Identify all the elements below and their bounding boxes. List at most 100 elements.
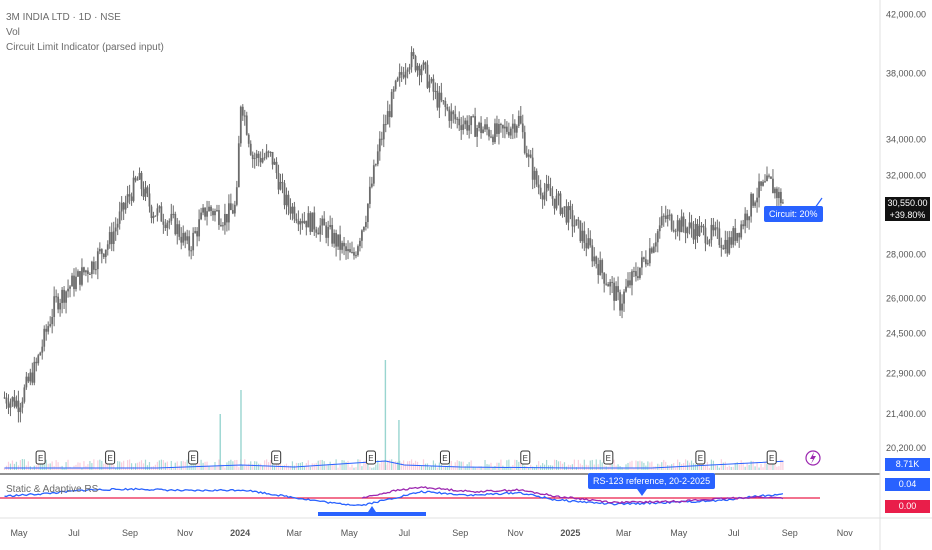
candle-body xyxy=(241,106,244,116)
candle-body xyxy=(724,239,727,250)
candle-body xyxy=(609,281,612,287)
candle-body xyxy=(420,68,423,76)
candle-body xyxy=(152,216,155,219)
candle-body xyxy=(61,289,63,304)
candle-body xyxy=(96,251,99,270)
candle-body xyxy=(287,194,290,207)
volume-bar xyxy=(95,467,97,470)
candle-body xyxy=(676,220,679,231)
price-tick-label: 26,000.00 xyxy=(886,293,926,303)
rs-adaptive-line xyxy=(4,487,784,507)
candle-body xyxy=(267,151,270,153)
candle-body xyxy=(444,101,447,107)
volume-bar xyxy=(730,466,732,470)
legend-indicator[interactable]: Circuit Limit Indicator (parsed input) xyxy=(6,42,164,53)
candle-body xyxy=(710,224,713,241)
volume-bar xyxy=(170,460,172,470)
volume-bar xyxy=(756,462,758,470)
volume-bar xyxy=(609,461,611,470)
change-badge: +39.80% xyxy=(885,209,930,221)
time-tick-label: Sep xyxy=(122,528,138,538)
volume-bar xyxy=(220,464,222,470)
candle-body xyxy=(758,181,760,198)
candle-body xyxy=(339,234,341,250)
volume-bar xyxy=(464,466,466,470)
volume-bar xyxy=(601,462,603,470)
volume-bar xyxy=(406,461,409,470)
candle-body xyxy=(148,193,151,207)
volume-bar xyxy=(186,459,188,470)
volume-bar xyxy=(706,461,709,470)
candle-body xyxy=(700,225,703,227)
candle-body xyxy=(75,276,77,290)
price-tick-label: 21,400.00 xyxy=(886,409,926,419)
volume-bar xyxy=(369,466,371,470)
volume-bar xyxy=(287,465,290,470)
volume-bar xyxy=(714,464,716,470)
volume-bar xyxy=(506,460,508,470)
volume-bar xyxy=(599,459,601,470)
candle-body xyxy=(57,296,60,310)
candle-body xyxy=(196,231,199,237)
candle-body xyxy=(587,238,590,249)
candle-body xyxy=(722,247,725,250)
candle-body xyxy=(112,231,115,244)
candle-body xyxy=(321,218,324,226)
volume-bar xyxy=(631,460,633,470)
volume-bar xyxy=(121,462,123,470)
volume-bar xyxy=(420,465,423,470)
time-tick-label: Nov xyxy=(507,528,524,538)
volume-bar xyxy=(508,459,510,470)
candle-body xyxy=(331,224,334,244)
candle-body xyxy=(29,372,32,382)
candle-body xyxy=(486,124,488,130)
volume-bar xyxy=(252,464,254,470)
candle-body xyxy=(370,183,373,187)
volume-bar xyxy=(65,462,67,470)
volume-bar xyxy=(563,462,566,470)
volume-bar xyxy=(158,460,160,470)
candle-body xyxy=(575,219,578,226)
volume-bar xyxy=(567,464,570,470)
candle-body xyxy=(271,151,274,165)
candle-body xyxy=(482,129,484,133)
candle-body xyxy=(521,123,524,133)
earnings-icon-glyph: E xyxy=(107,454,112,463)
volume-bar xyxy=(669,465,671,470)
volume-bar xyxy=(11,460,14,470)
volume-bar xyxy=(422,459,425,470)
candle-body xyxy=(656,231,659,243)
volume-bar xyxy=(262,465,264,470)
volume-bar xyxy=(651,461,653,470)
volume-bar xyxy=(641,461,643,470)
volume-bar xyxy=(534,466,536,470)
volume-bar xyxy=(440,464,442,470)
volume-bar xyxy=(746,463,748,470)
candle-body xyxy=(774,188,776,194)
earnings-icon xyxy=(439,450,450,465)
candle-body xyxy=(154,215,157,217)
volume-bar xyxy=(410,459,413,470)
earnings-icon-glyph: E xyxy=(769,454,774,463)
candle-body xyxy=(335,233,338,247)
legend-volume[interactable]: Vol xyxy=(6,27,20,38)
legend-rs-indicator[interactable]: Static & Adaptive RS xyxy=(6,484,99,495)
volume-bar xyxy=(742,462,744,470)
volume-bar xyxy=(716,465,718,470)
candle-body xyxy=(214,210,216,216)
candle-body xyxy=(114,227,117,232)
candle-body xyxy=(468,125,471,131)
legend-symbol[interactable]: 3M INDIA LTD · 1D · NSE xyxy=(6,12,121,23)
candle-body xyxy=(118,211,121,224)
candle-body xyxy=(206,211,208,217)
candle-body xyxy=(641,257,643,268)
candle-body xyxy=(519,115,522,124)
candle-body xyxy=(492,136,494,143)
volume-bar xyxy=(492,466,494,470)
candle-body xyxy=(460,125,463,130)
volume-bar xyxy=(629,461,631,470)
candle-body xyxy=(648,248,651,264)
candle-body xyxy=(77,271,79,277)
candle-body xyxy=(670,214,673,230)
